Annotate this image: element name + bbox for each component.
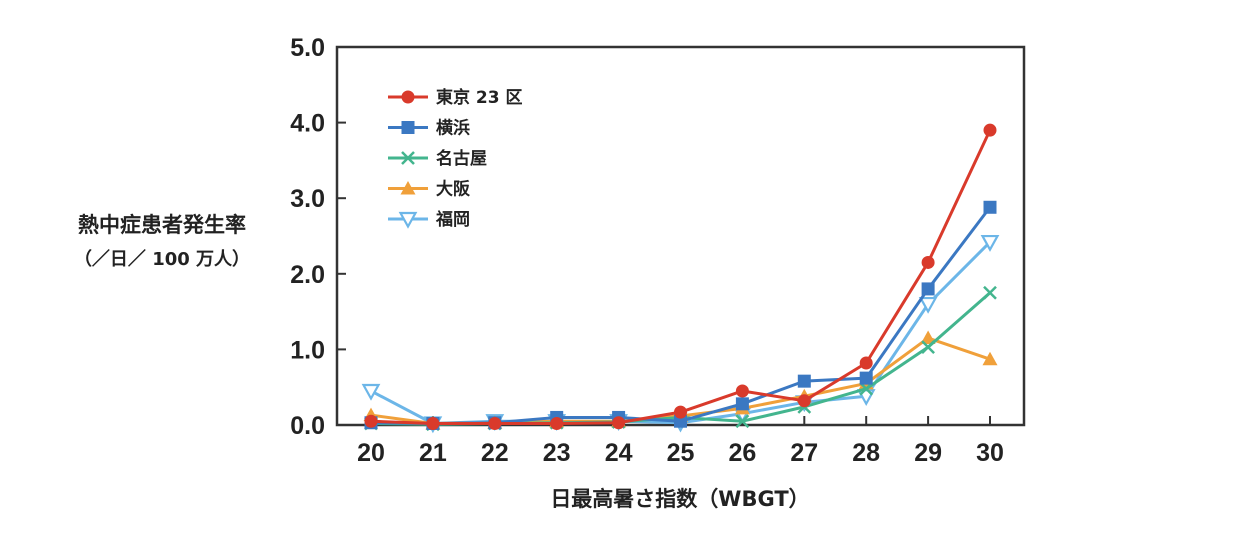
legend-marker xyxy=(401,121,415,134)
legend-marker xyxy=(401,151,415,165)
series-point-1 xyxy=(921,255,935,269)
x-tick-label: 30 xyxy=(976,439,1004,467)
x-tick-label: 26 xyxy=(728,439,756,467)
x-tick-label: 22 xyxy=(481,439,509,467)
series-point-1 xyxy=(859,356,873,370)
x-tick-label: 21 xyxy=(419,439,447,467)
legend-label: 名古屋 xyxy=(436,148,487,169)
legend-label: 横浜 xyxy=(436,118,470,139)
x-tick-label: 28 xyxy=(852,439,880,467)
series-point-1 xyxy=(612,416,626,430)
legend-label: 福岡 xyxy=(435,209,470,230)
series-point-2 xyxy=(921,282,935,296)
series-point-3 xyxy=(921,340,935,355)
y-tick-label: 3.0 xyxy=(290,185,325,213)
series-point-1 xyxy=(364,414,378,428)
x-tick-label: 24 xyxy=(605,439,633,467)
y-tick-label: 2.0 xyxy=(290,261,325,289)
series-line-1 xyxy=(370,129,992,425)
legend-label: 東京 23 区 xyxy=(436,87,523,108)
series-point-2 xyxy=(735,397,749,411)
x-tick-label: 23 xyxy=(543,439,571,467)
series-point-2 xyxy=(983,200,997,214)
x-tick-label: 29 xyxy=(914,439,942,467)
series-point-2 xyxy=(859,371,873,385)
series-point-3 xyxy=(859,381,874,396)
y-tick-label: 0.0 xyxy=(290,412,325,440)
series-point-4 xyxy=(920,330,936,345)
series-point-1 xyxy=(488,416,502,430)
series-point-1 xyxy=(983,123,997,137)
series-point-5 xyxy=(918,296,938,314)
y-axis-subtitle: （／日／ 100 万人） xyxy=(74,249,250,270)
series-point-5 xyxy=(980,234,1000,252)
y-tick-label: 5.0 xyxy=(290,34,325,62)
series-point-1 xyxy=(426,416,440,430)
legend-label: 大阪 xyxy=(436,179,470,200)
series-point-2 xyxy=(797,374,811,388)
x-tick-label: 20 xyxy=(357,439,385,467)
series-point-1 xyxy=(797,394,811,408)
x-tick-label: 27 xyxy=(790,439,818,467)
series-point-1 xyxy=(674,405,687,419)
series-point-4 xyxy=(982,351,998,366)
series-point-3 xyxy=(735,414,750,429)
x-tick-label: 25 xyxy=(667,439,695,467)
legend-marker xyxy=(401,90,415,104)
x-axis-title: 日最高暑さ指数（WBGT） xyxy=(550,487,809,511)
series-point-2 xyxy=(674,414,687,428)
legend-marker xyxy=(400,181,416,195)
legend-marker xyxy=(398,211,418,229)
series-point-1 xyxy=(550,416,564,430)
series-point-5 xyxy=(361,383,381,401)
series-point-3 xyxy=(983,285,997,300)
y-tick-label: 1.0 xyxy=(290,336,325,364)
y-tick-label: 4.0 xyxy=(290,110,325,138)
y-axis-title: 熱中症患者発生率 xyxy=(78,213,246,237)
series-point-1 xyxy=(735,384,749,398)
